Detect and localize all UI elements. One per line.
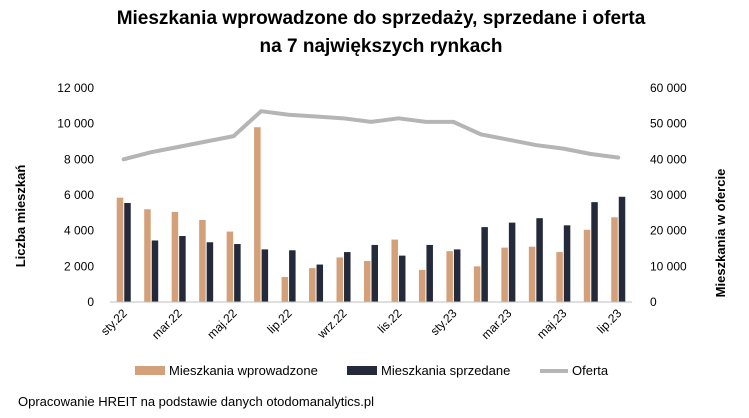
bar-wprowadzone [309,268,316,302]
legend: Mieszkania wprowadzone Mieszkania sprzed… [135,363,609,378]
bar-wprowadzone [583,229,591,302]
legend-swatch-sprzedane [347,366,377,375]
bars [116,127,626,302]
bar-wprowadzone [199,219,206,302]
y2-tick-label: 10 000 [650,259,687,273]
bar-wprowadzone [418,269,426,302]
y-tick-label: 2 000 [64,259,94,273]
bar-wprowadzone [473,266,481,302]
chart-title-line1: Mieszkania wprowadzone do sprzedaży, spr… [117,8,646,29]
bar-sprzedane [371,244,378,302]
x-tick-label: mar.23 [479,306,515,342]
line-oferta [121,109,621,162]
bar-sprzedane [261,249,269,302]
bar-sprzedane [398,255,406,302]
bar-wprowadzone [556,252,563,302]
x-tick-label: wrz.22 [314,306,350,342]
bar-sprzedane [206,242,214,302]
x-tick-label: lip.22 [265,306,295,336]
x-axis-ticks: sty.22 mar.22 maj.22 lip.22 wrz.22 lis.22 sty.… [98,306,625,342]
bar-sprzedane [618,196,626,302]
bar-sprzedane [151,240,159,302]
y2-axis-ticks: 0 10 000 20 000 30 000 40 000 50 000 60 000 [650,81,687,309]
y-tick-label: 6 000 [64,188,94,202]
bar-wprowadzone [391,239,398,302]
bar-sprzedane [536,218,543,302]
x-tick-label: lip.23 [594,306,624,336]
bar-wprowadzone [226,231,234,302]
y-axis-ticks: 0 2 000 4 000 6 000 8 000 10 000 12 000 [57,81,94,309]
bar-sprzedane [316,264,324,302]
y-axis-title: Liczba mieszkań [13,165,28,268]
bar-wprowadzone [364,260,371,302]
x-tick-label: maj.22 [204,306,240,342]
bar-wprowadzone [446,251,453,302]
y2-tick-label: 0 [650,295,657,309]
bar-sprzedane [289,250,296,302]
x-tick-label: lis.22 [375,306,405,336]
legend-label-wprowadzone: Mieszkania wprowadzone [169,363,318,378]
bar-sprzedane [344,252,351,302]
x-tick-label: mar.22 [149,306,185,342]
y-tick-label: 8 000 [64,152,94,166]
y-tick-label: 10 000 [57,117,94,131]
bar-sprzedane [124,203,131,302]
bar-wprowadzone [254,127,261,302]
x-tick-label: maj.23 [534,306,570,342]
bar-wprowadzone [171,211,179,302]
x-tick-label: sty.23 [428,306,460,338]
y2-tick-label: 50 000 [650,117,687,131]
chart-title-line2: na 7 największych rynkach [260,36,503,57]
bar-sprzedane [234,244,241,302]
legend-label-oferta: Oferta [572,363,609,378]
bar-wprowadzone [528,246,536,302]
bar-wprowadzone [501,247,508,302]
bar-wprowadzone [116,197,124,302]
y2-tick-label: 20 000 [650,224,687,238]
bar-sprzedane [453,249,461,302]
y-tick-label: 4 000 [64,224,94,238]
bar-sprzedane [179,236,186,302]
y2-tick-label: 40 000 [650,152,687,166]
bar-wprowadzone [611,217,618,302]
bar-sprzedane [481,227,488,302]
legend-label-sprzedane: Mieszkania sprzedane [381,363,510,378]
x-tick-label: sty.22 [98,306,130,338]
bar-sprzedane [591,202,598,302]
y-tick-label: 0 [87,295,94,309]
bar-wprowadzone [144,209,151,302]
bar-sprzedane [508,222,516,302]
bar-sprzedane [426,244,433,302]
y2-axis-title: Mieszkania w ofercie [713,169,728,298]
source-note: Opracowanie HREIT na podstawie danych ot… [18,394,374,409]
y2-tick-label: 60 000 [650,81,687,95]
offer-line-layer [121,109,621,162]
bar-wprowadzone [281,277,289,302]
legend-swatch-wprowadzone [135,366,165,375]
y2-tick-label: 30 000 [650,188,687,202]
bar-wprowadzone [336,257,344,302]
y-tick-label: 12 000 [57,81,94,95]
bar-sprzedane [563,225,571,302]
